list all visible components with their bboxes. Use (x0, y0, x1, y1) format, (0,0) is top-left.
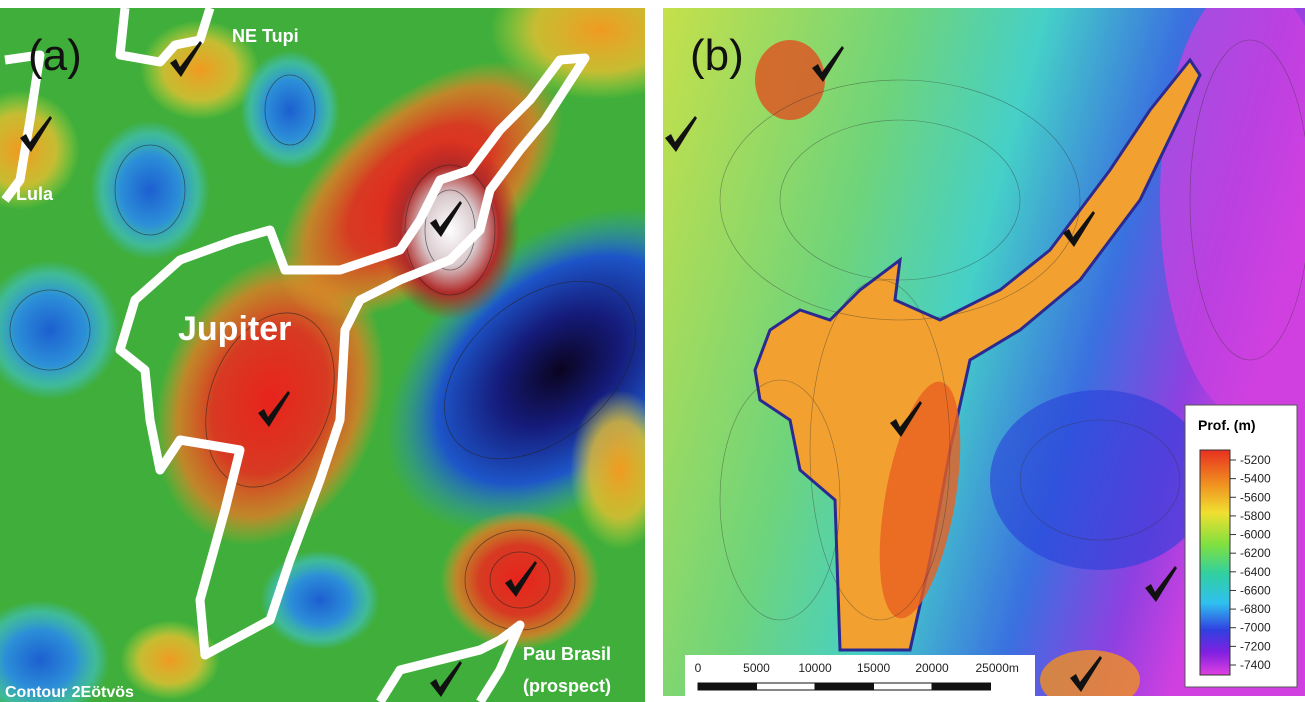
legend-label: -5200 (1240, 453, 1271, 467)
scale-segment (874, 683, 933, 690)
scale-label: 15000 (857, 661, 891, 675)
legend-title: Prof. (m) (1198, 417, 1256, 433)
figure: (a) NE Tupi Lula Jupiter Pau Brasil (pro… (0, 0, 1305, 702)
legend-label: -7400 (1240, 658, 1271, 672)
place-name: Jupiter (178, 310, 291, 348)
scale-label: 20000 (915, 661, 949, 675)
panel-label: (b) (690, 31, 744, 80)
legend-label: -7200 (1240, 639, 1271, 653)
scale-segment (932, 683, 991, 690)
scale-segment (757, 683, 816, 690)
legend-label: -5600 (1240, 490, 1271, 504)
color-bar (1200, 450, 1230, 675)
scale-label: 0 (695, 661, 702, 675)
place-name: Lula (16, 184, 54, 204)
legend-label: -6200 (1240, 546, 1271, 560)
legend-label: -6400 (1240, 565, 1271, 579)
legend-label: -6000 (1240, 528, 1271, 542)
place-name: NE Tupi (232, 26, 299, 46)
place-name: Pau Brasil (523, 644, 611, 664)
scale-label: 25000m (976, 661, 1019, 675)
legend-label: -7000 (1240, 621, 1271, 635)
legend-label: -6800 (1240, 602, 1271, 616)
contour-note: Contour 2Eötvös (5, 684, 134, 701)
scale-segment (698, 683, 757, 690)
scale-label: 10000 (798, 661, 832, 675)
panel-label: (a) (28, 31, 82, 80)
legend-label: -5800 (1240, 509, 1271, 523)
legend-label: -6600 (1240, 583, 1271, 597)
scale-segment (815, 683, 874, 690)
scale-bar: 0 5000 10000 15000 20000 25000m (685, 655, 1035, 697)
place-name: (prospect) (523, 676, 611, 696)
legend: Prof. (m) -5200 -5400 -5600 -5800 -6000 -6200… (1185, 405, 1297, 687)
scale-label: 5000 (743, 661, 770, 675)
legend-label: -5400 (1240, 472, 1271, 486)
